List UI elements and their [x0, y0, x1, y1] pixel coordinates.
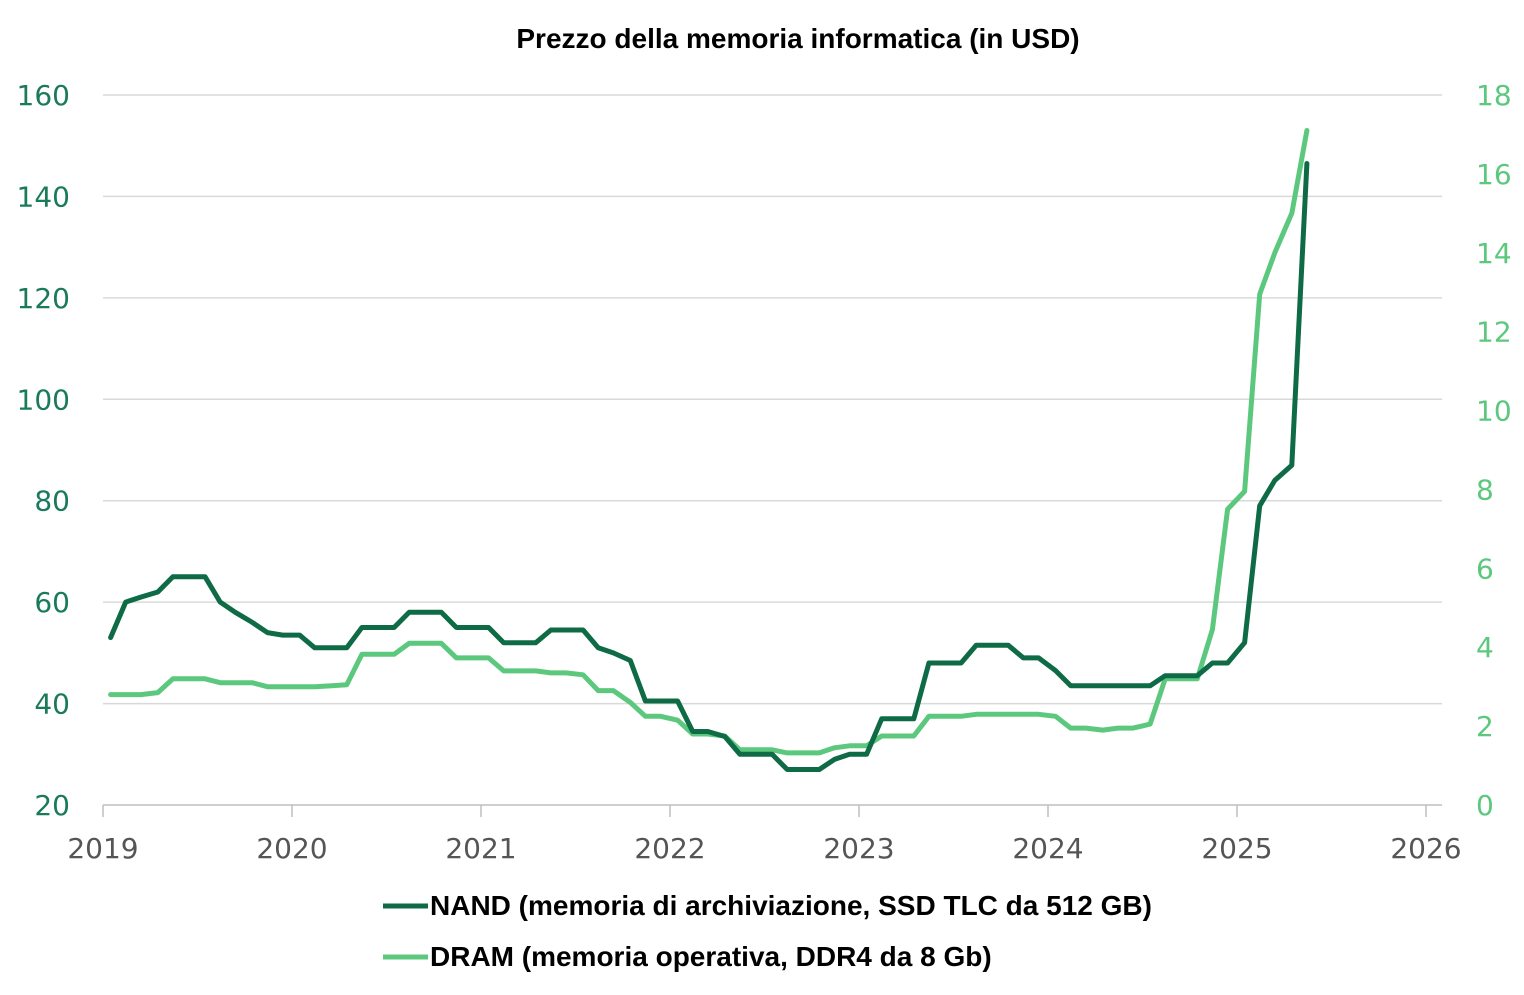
legend-label-nand: NAND (memoria di archiviazione, SSD TLC … — [430, 890, 1152, 921]
right-y-tick-label: 4 — [1476, 631, 1494, 664]
series-line-nand — [108, 161, 1310, 772]
x-tick-label: 2021 — [445, 832, 516, 865]
right-y-tick-label: 6 — [1476, 552, 1494, 585]
right-y-tick-label: 8 — [1476, 473, 1494, 506]
x-tick-label: 2019 — [67, 832, 138, 865]
series-layer — [108, 128, 1310, 772]
right-y-axis-ticks: 0 2 4 6 8 10 12 14 16 18 — [1476, 79, 1512, 822]
left-y-tick-label: 80 — [34, 485, 70, 518]
legend: NAND (memoria di archiviazione, SSD TLC … — [383, 890, 1152, 972]
x-tick-label: 2024 — [1012, 832, 1083, 865]
left-y-tick-label: 100 — [17, 383, 70, 416]
grid-layer — [103, 94, 1442, 705]
left-y-tick-label: 120 — [17, 282, 70, 315]
x-tick-label: 2022 — [634, 832, 705, 865]
right-y-tick-label: 16 — [1476, 158, 1512, 191]
left-y-tick-label: 20 — [34, 789, 70, 822]
right-y-tick-label: 12 — [1476, 316, 1512, 349]
legend-label-dram: DRAM (memoria operativa, DDR4 da 8 Gb) — [430, 941, 992, 972]
axis-layer — [102, 804, 1442, 817]
right-y-tick-label: 0 — [1476, 789, 1494, 822]
legend-item-dram: DRAM (memoria operativa, DDR4 da 8 Gb) — [383, 941, 992, 972]
series-line-dram — [108, 128, 1310, 756]
x-tick-label: 2020 — [256, 832, 327, 865]
left-y-axis-ticks: 20 40 60 80 100 120 140 160 — [17, 79, 70, 822]
left-y-tick-label: 60 — [34, 586, 70, 619]
x-tick-label: 2025 — [1201, 832, 1272, 865]
chart-title: Prezzo della memoria informatica (in USD… — [516, 23, 1079, 54]
legend-item-nand: NAND (memoria di archiviazione, SSD TLC … — [383, 890, 1152, 921]
right-y-tick-label: 14 — [1476, 237, 1512, 270]
right-y-tick-label: 10 — [1476, 395, 1512, 428]
right-y-tick-label: 18 — [1476, 79, 1512, 112]
x-tick-label: 2023 — [823, 832, 894, 865]
left-y-tick-label: 160 — [17, 79, 70, 112]
x-axis-ticks: 2019 2020 2021 2022 2023 2024 2025 2026 — [67, 832, 1461, 865]
left-y-tick-label: 140 — [17, 180, 70, 213]
right-y-tick-label: 2 — [1476, 710, 1494, 743]
x-tick-label: 2026 — [1390, 832, 1461, 865]
left-y-tick-label: 40 — [34, 688, 70, 721]
